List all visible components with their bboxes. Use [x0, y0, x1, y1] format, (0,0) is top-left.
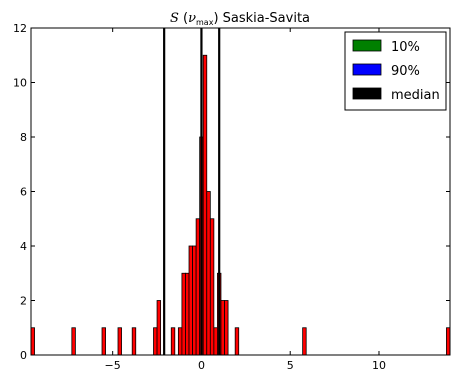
x-tick-label: 5: [287, 359, 294, 372]
chart-title: S (νmax) Saskia-Savita: [170, 11, 310, 27]
legend-swatch: [352, 39, 382, 52]
histogram-bar: [30, 327, 35, 356]
histogram-bar: [185, 272, 190, 356]
legend-swatch: [352, 87, 382, 100]
histogram-bar: [446, 327, 451, 356]
histogram-bar: [188, 245, 193, 356]
histogram-bar: [213, 327, 218, 356]
histogram-bar: [195, 218, 201, 356]
histogram-bar: [234, 327, 240, 356]
histogram-bar: [220, 300, 225, 356]
y-tick-label: 12: [13, 22, 27, 35]
histogram-bar: [71, 327, 76, 356]
legend: 10% 90% median: [344, 31, 447, 111]
x-tick-label: 10: [372, 359, 386, 372]
histogram-bar: [177, 327, 183, 356]
histogram-bar: [117, 327, 122, 356]
legend-label: 10%: [391, 40, 420, 55]
y-tick-label: 10: [13, 77, 27, 90]
histogram-bar: [131, 327, 137, 356]
x-tick-label: 0: [198, 359, 205, 372]
y-tick-label: 8: [20, 131, 27, 144]
y-tick-label: 2: [20, 295, 27, 308]
histogram-bar: [181, 272, 186, 356]
legend-swatch: [352, 63, 382, 76]
histogram-bar: [224, 300, 229, 356]
histogram-bar: [156, 300, 162, 356]
histogram-bar: [302, 327, 307, 356]
histogram-bar: [170, 327, 176, 356]
ticks-layer: −5 0 5 10 0 2 4 6 8 10 12: [13, 22, 450, 372]
histogram-bar: [153, 327, 158, 356]
histogram-bar: [202, 54, 208, 356]
legend-label: median: [391, 88, 440, 103]
y-tick-label: 0: [20, 349, 27, 362]
histogram-bar: [192, 245, 197, 356]
x-tick-label: −5: [105, 359, 121, 372]
legend-label: 90%: [391, 64, 420, 79]
reference-lines-layer: [163, 28, 221, 355]
histogram-bar: [206, 191, 211, 356]
histogram-bar: [209, 218, 215, 356]
histogram-bar: [101, 327, 106, 356]
y-tick-label: 4: [20, 240, 27, 253]
y-tick-label: 6: [20, 186, 27, 199]
